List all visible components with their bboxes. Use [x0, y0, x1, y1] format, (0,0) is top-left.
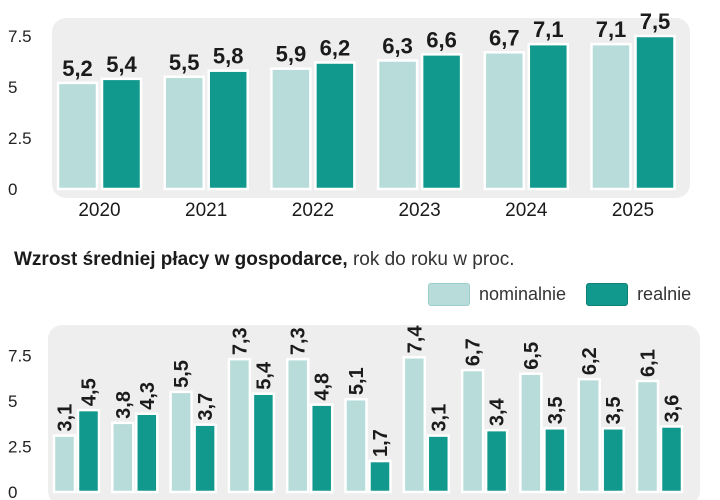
- chart2-bar-nominal: [635, 379, 660, 494]
- chart2-value-label: 3,6: [662, 395, 684, 423]
- chart1-bar-real: [420, 53, 463, 191]
- chart1-xtick: 2024: [505, 200, 548, 221]
- chart1-bar-real: [207, 69, 249, 191]
- chart2-bar-real: [426, 434, 451, 494]
- chart1-xtick: 2022: [292, 200, 334, 221]
- chart1-bar-nominal: [483, 51, 526, 191]
- heading-regular: rok do roku w proc.: [352, 249, 515, 270]
- chart1-value-label: 5,9: [276, 42, 307, 67]
- chart2-bar-real: [251, 392, 276, 494]
- chart1-xtick: 2020: [78, 200, 120, 221]
- chart2-value-label: 6,5: [521, 342, 543, 370]
- chart2-bar-nominal: [344, 397, 368, 494]
- legend-swatch-nominal: [428, 283, 470, 306]
- chart2-bar-nominal: [519, 372, 543, 494]
- chart2-value-label: 1,7: [370, 429, 392, 457]
- chart1-bar-real: [100, 77, 143, 191]
- chart2-value-label: 6,7: [463, 338, 485, 366]
- chart2-value-label: 3,4: [487, 397, 509, 426]
- legend: nominalnie realnie: [428, 283, 711, 306]
- legend-swatch-real: [586, 283, 629, 306]
- chart2-bar-nominal: [402, 356, 427, 494]
- chart1-bar-real: [634, 34, 676, 191]
- chart1-value-label: 7,5: [640, 9, 671, 34]
- chart2-value-label: 4,3: [137, 382, 159, 410]
- chart2-value-label: 7,4: [404, 325, 426, 354]
- chart1-xtick: 2023: [398, 200, 440, 221]
- chart1-ytick: 2.5: [8, 129, 32, 148]
- chart1-value-label: 5,8: [213, 44, 244, 69]
- chart2-bar-nominal: [52, 434, 77, 494]
- chart1-bar-nominal: [270, 67, 312, 191]
- chart2-value-label: 7,3: [288, 327, 310, 355]
- chart2-bar-real: [309, 403, 334, 494]
- chart1-value-label: 6,2: [320, 36, 351, 61]
- chart1-value-label: 6,3: [382, 33, 413, 58]
- chart2-bar-nominal: [111, 421, 135, 494]
- chart1-bar-nominal: [163, 75, 205, 191]
- chart2-bar-nominal: [285, 357, 310, 494]
- chart2-bar-real: [193, 423, 217, 494]
- chart2-value-label: 5,4: [253, 361, 275, 390]
- chart2-value-label: 4,5: [79, 378, 101, 406]
- chart2-ytick: 0: [8, 483, 17, 500]
- chart2-value-label: 7,3: [229, 327, 251, 355]
- chart2-bar-real: [484, 428, 509, 494]
- chart1-bar-nominal: [376, 59, 419, 191]
- chart2-ytick: 5: [8, 392, 17, 411]
- chart1-value-label: 7,1: [533, 17, 564, 42]
- chart2-value-label: 3,8: [113, 391, 135, 419]
- chart1-bar-real: [314, 61, 356, 191]
- chart1-ytick: 0: [8, 180, 17, 199]
- chart2-value-label: 3,7: [195, 393, 217, 421]
- chart2-value-label: 3,1: [428, 404, 450, 432]
- chart2-value-label: 4,8: [312, 373, 334, 401]
- chart2-bar-real: [659, 425, 684, 494]
- chart2-value-label: 5,1: [346, 367, 368, 395]
- section-heading: Wzrost średniej płacy w gospodarce, rok …: [14, 249, 515, 271]
- chart2-value-label: 6,2: [579, 347, 601, 375]
- chart2-bar-nominal: [169, 390, 193, 494]
- chart2-ytick: 2.5: [8, 438, 32, 457]
- chart2-bar-real: [135, 412, 159, 494]
- chart1-value-label: 6,6: [426, 27, 457, 52]
- chart2-bar-real: [368, 459, 392, 494]
- chart1-bar-nominal: [56, 81, 99, 191]
- chart1-ytick: 7.5: [8, 27, 32, 46]
- chart2-value-label: 5,5: [171, 360, 193, 388]
- chart1-xtick: 2021: [185, 200, 227, 221]
- chart1-bar-nominal: [590, 42, 632, 191]
- chart1-ytick: 5: [8, 78, 17, 97]
- chart1-xtick: 2025: [612, 200, 654, 221]
- legend-label-real: realnie: [637, 284, 692, 304]
- chart2-bar-nominal: [577, 377, 601, 494]
- legend-item-real: realnie: [586, 283, 691, 306]
- chart2-value-label: 3,1: [55, 404, 77, 432]
- legend-label-nominal: nominalnie: [479, 284, 567, 304]
- chart2-bar-real: [601, 427, 625, 494]
- chart2-bar-nominal: [460, 368, 485, 494]
- chart2-value-label: 3,5: [545, 396, 567, 424]
- chart1-value-label: 6,7: [489, 25, 520, 50]
- chart2-bar-real: [543, 427, 567, 494]
- legend-item-nominal: nominalnie: [428, 283, 566, 306]
- chart2-value-label: 6,1: [638, 349, 660, 377]
- chart2-ytick: 7.5: [8, 347, 32, 366]
- chart2-value-label: 3,5: [603, 396, 625, 424]
- chart1-value-label: 7,1: [596, 17, 627, 42]
- chart1-bar-real: [527, 42, 570, 191]
- chart1-value-label: 5,4: [106, 52, 137, 77]
- heading-bold: Wzrost średniej płacy w gospodarce,: [14, 249, 348, 270]
- chart2-bar-nominal: [227, 357, 252, 494]
- chart1-value-label: 5,5: [169, 50, 200, 75]
- chart2-bar-real: [76, 408, 101, 494]
- chart1-value-label: 5,2: [62, 56, 93, 81]
